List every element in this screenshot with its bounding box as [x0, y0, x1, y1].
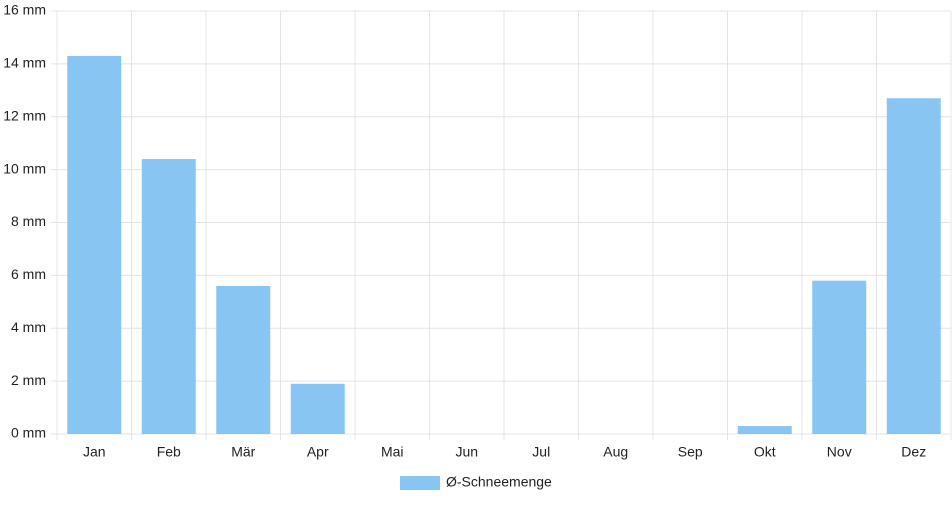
bar: [290, 383, 345, 434]
x-tick-label: Mär: [231, 444, 255, 460]
y-tick-label: 6 mm: [11, 266, 46, 282]
y-tick-label: 2 mm: [11, 372, 46, 388]
y-tick-label: 0 mm: [11, 425, 46, 441]
bar: [812, 280, 867, 434]
x-tick-label: Dez: [901, 444, 926, 460]
x-tick-label: Jan: [83, 444, 106, 460]
bar: [67, 55, 122, 434]
legend-swatch: [400, 476, 440, 490]
x-tick-label: Okt: [754, 444, 776, 460]
y-tick-label: 10 mm: [3, 160, 46, 176]
y-tick-label: 16 mm: [3, 2, 46, 18]
bar: [886, 98, 941, 435]
x-tick-label: Jul: [532, 444, 550, 460]
y-tick-label: 8 mm: [11, 213, 46, 229]
bar: [216, 285, 271, 434]
x-tick-label: Apr: [307, 444, 329, 460]
y-tick-label: 4 mm: [11, 319, 46, 335]
y-tick-label: 12 mm: [3, 107, 46, 123]
bar: [737, 426, 792, 434]
x-tick-label: Feb: [157, 444, 181, 460]
x-tick-label: Sep: [678, 444, 703, 460]
y-tick-label: 14 mm: [3, 55, 46, 71]
x-tick-label: Nov: [827, 444, 852, 460]
x-tick-label: Mai: [381, 444, 404, 460]
x-tick-label: Jun: [455, 444, 478, 460]
x-tick-label: Aug: [603, 444, 628, 460]
legend-label: Ø-Schneemenge: [446, 474, 552, 490]
bar: [141, 159, 196, 435]
